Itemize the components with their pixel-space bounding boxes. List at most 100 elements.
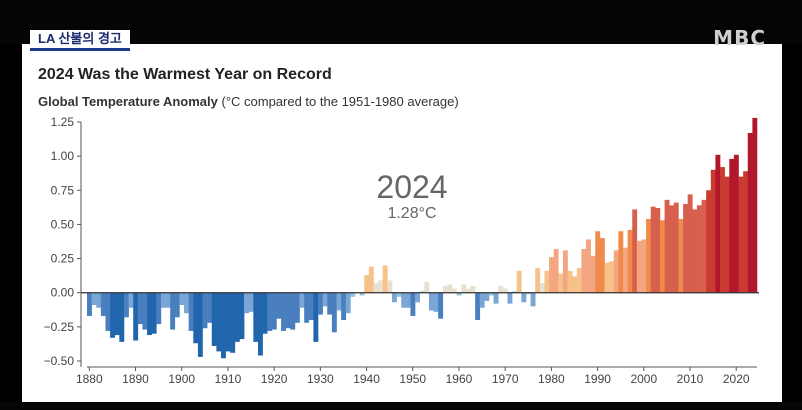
bar-1888: [123, 292, 129, 318]
bar-1989: [590, 255, 596, 293]
bar-1974: [521, 292, 527, 303]
bar-1894: [151, 292, 157, 334]
chart-subtitle: Global Temperature Anomaly (°C compared …: [38, 94, 459, 109]
bar-1972: [512, 291, 518, 293]
bar-1970: [502, 288, 508, 293]
bar-1913: [239, 292, 245, 340]
y-tick-label: −0.50: [44, 354, 75, 368]
bar-2016: [715, 154, 721, 293]
bar-1926: [299, 292, 305, 308]
bar-1999: [636, 240, 642, 293]
bar-1966: [484, 292, 490, 301]
bar-1997: [627, 229, 633, 293]
bar-1880: [87, 292, 92, 316]
bar-1889: [128, 292, 134, 308]
bar-2022: [743, 171, 749, 293]
bar-1923: [285, 292, 291, 329]
bar-1954: [428, 292, 434, 311]
bar-2003: [655, 208, 661, 293]
annotation-year: 2024: [376, 169, 447, 205]
bar-1882: [96, 292, 102, 308]
bar-1949: [405, 292, 411, 308]
bar-1924: [290, 292, 296, 330]
bar-1928: [308, 292, 314, 321]
bar-1977: [535, 268, 541, 293]
bar-1884: [105, 292, 111, 331]
bar-1953: [424, 281, 430, 293]
x-tick-label: 1980: [538, 372, 565, 386]
bar-1979: [544, 270, 550, 293]
bar-1901: [184, 292, 189, 314]
bar-1963: [470, 285, 476, 293]
bar-1961: [461, 284, 467, 293]
bar-2000: [641, 239, 647, 293]
bar-1958: [447, 284, 453, 293]
bar-1984: [567, 270, 573, 293]
bar-1959: [452, 288, 457, 293]
bar-1925: [294, 292, 300, 323]
x-tick-label: 1930: [307, 372, 334, 386]
bar-1895: [156, 292, 162, 325]
bar-1909: [221, 292, 226, 359]
bar-2009: [683, 203, 688, 293]
bar-1976: [530, 292, 536, 307]
bar-2021: [738, 176, 744, 293]
bar-1891: [137, 292, 143, 325]
bar-1902: [188, 292, 194, 331]
y-tick-label: −0.25: [44, 320, 75, 334]
bar-1900: [179, 292, 185, 305]
bar-1919: [267, 292, 273, 331]
bar-1983: [562, 250, 568, 293]
bar-1896: [160, 292, 166, 308]
top-letterbox: [0, 0, 802, 44]
bar-1967: [489, 292, 494, 296]
bar-1985: [572, 276, 578, 293]
bar-1933: [331, 292, 337, 333]
bar-1992: [604, 262, 610, 293]
bar-1914: [244, 292, 250, 314]
x-tick-label: 1880: [76, 372, 103, 386]
bar-1911: [230, 292, 236, 353]
bar-1887: [119, 292, 125, 342]
bar-1927: [304, 292, 310, 323]
bar-1892: [142, 292, 148, 330]
bar-1916: [253, 292, 259, 342]
bar-1978: [539, 283, 545, 293]
bar-1910: [225, 292, 231, 352]
bar-1936: [345, 292, 351, 314]
y-tick-label: 0.25: [51, 252, 75, 266]
bar-1952: [419, 291, 425, 293]
bar-1915: [248, 292, 254, 312]
bar-2015: [710, 169, 716, 293]
bar-2006: [669, 205, 675, 293]
bar-1890: [133, 292, 139, 341]
bar-1920: [271, 292, 277, 330]
annotation-value: 1.28°C: [387, 205, 436, 222]
bar-2020: [733, 154, 739, 293]
y-tick-label: 0.75: [51, 183, 75, 197]
x-tick-label: 2010: [677, 372, 704, 386]
bar-1956: [438, 292, 444, 319]
bar-1893: [147, 292, 152, 336]
x-tick-label: 2000: [630, 372, 657, 386]
chart-title: 2024 Was the Warmest Year on Record: [38, 66, 332, 83]
y-tick-label: 0.00: [51, 286, 75, 300]
bar-1886: [114, 292, 120, 336]
x-tick-label: 1910: [215, 372, 242, 386]
x-tick-label: 1890: [122, 372, 149, 386]
bar-2010: [687, 194, 693, 293]
bar-2023: [747, 132, 753, 293]
x-tick-label: 2020: [723, 372, 750, 386]
bar-1995: [618, 231, 624, 293]
bar-1904: [197, 292, 203, 357]
news-caption-tag: LA 산불의 경고: [30, 30, 130, 51]
bar-1987: [581, 249, 587, 293]
subtitle-bold: Global Temperature Anomaly: [38, 94, 218, 109]
bar-1932: [327, 292, 333, 315]
bar-2012: [696, 205, 702, 293]
bar-1908: [216, 292, 222, 352]
y-tick-label: 1.00: [51, 149, 75, 163]
bar-1937: [350, 292, 356, 297]
bar-1947: [396, 292, 402, 297]
bar-1962: [465, 288, 471, 293]
